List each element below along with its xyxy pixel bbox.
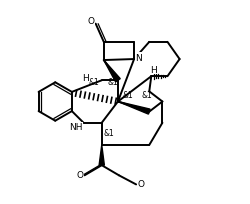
Polygon shape (99, 145, 104, 165)
Text: N: N (135, 54, 142, 63)
Text: &1: &1 (142, 91, 152, 99)
Text: NH: NH (69, 123, 82, 132)
Polygon shape (104, 61, 120, 82)
Text: O: O (87, 17, 94, 26)
Text: &1: &1 (88, 77, 99, 86)
Text: &1: &1 (104, 129, 114, 138)
Text: H: H (82, 73, 89, 82)
Polygon shape (118, 102, 150, 115)
Text: O: O (76, 170, 84, 179)
Text: &1: &1 (123, 91, 134, 99)
Text: H: H (150, 65, 157, 74)
Text: O: O (137, 179, 144, 188)
Text: &1: &1 (108, 77, 118, 86)
